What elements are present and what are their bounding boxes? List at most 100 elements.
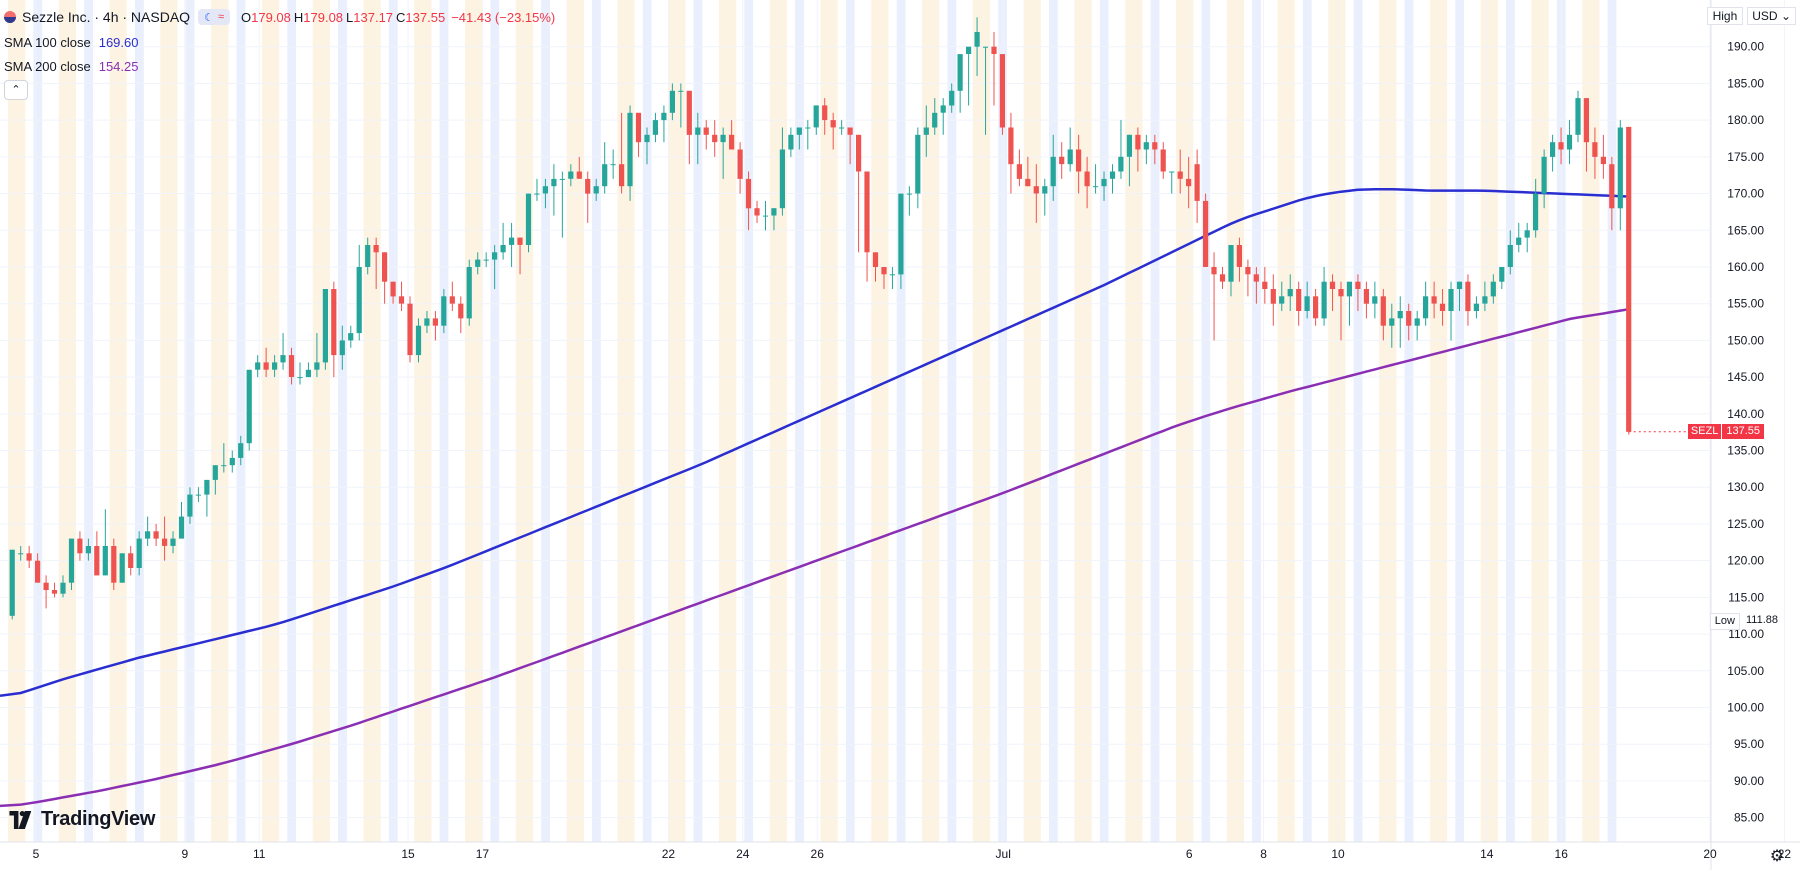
candle[interactable] bbox=[1439, 289, 1446, 326]
candle[interactable] bbox=[390, 281, 396, 304]
candle[interactable] bbox=[1287, 274, 1293, 312]
candle[interactable] bbox=[1008, 112, 1014, 194]
candle[interactable] bbox=[1626, 126, 1632, 435]
candle[interactable] bbox=[441, 289, 447, 334]
candle[interactable] bbox=[119, 553, 125, 583]
candle[interactable] bbox=[466, 259, 472, 326]
candle[interactable] bbox=[1143, 134, 1149, 165]
candle[interactable] bbox=[1262, 266, 1268, 304]
candle[interactable] bbox=[779, 127, 785, 216]
candle[interactable] bbox=[1033, 164, 1039, 223]
candle[interactable] bbox=[1253, 266, 1259, 304]
candle[interactable] bbox=[1177, 149, 1183, 194]
candle[interactable] bbox=[102, 509, 108, 576]
candle[interactable] bbox=[1321, 266, 1327, 326]
candle[interactable] bbox=[1389, 303, 1395, 348]
candle[interactable] bbox=[686, 90, 692, 165]
candle[interactable] bbox=[449, 281, 455, 312]
candle[interactable] bbox=[1126, 134, 1132, 187]
candle[interactable] bbox=[1372, 281, 1378, 319]
candle[interactable] bbox=[398, 281, 405, 312]
candle[interactable] bbox=[1101, 171, 1107, 201]
candle[interactable] bbox=[26, 545, 32, 569]
candle[interactable] bbox=[1380, 289, 1386, 341]
candle[interactable] bbox=[1219, 266, 1226, 290]
tradingview-logo[interactable]: TradingView bbox=[6, 808, 155, 831]
candle[interactable] bbox=[627, 105, 633, 201]
candle[interactable] bbox=[246, 369, 252, 451]
candle[interactable] bbox=[1346, 281, 1352, 326]
candle[interactable] bbox=[1109, 164, 1116, 194]
candle[interactable] bbox=[1016, 149, 1022, 187]
candle[interactable] bbox=[1194, 149, 1200, 223]
candle[interactable] bbox=[1363, 281, 1369, 319]
symbol-title[interactable]: Sezzle Inc. · 4h · NASDAQ bbox=[22, 9, 191, 25]
candle[interactable] bbox=[813, 105, 819, 135]
candle[interactable] bbox=[915, 127, 921, 209]
candle[interactable] bbox=[974, 17, 980, 77]
candle[interactable] bbox=[1617, 120, 1623, 231]
candle[interactable] bbox=[559, 171, 565, 238]
candle[interactable] bbox=[1118, 120, 1124, 179]
candle[interactable] bbox=[839, 120, 845, 135]
candle[interactable] bbox=[551, 164, 557, 216]
candle[interactable] bbox=[796, 127, 802, 150]
candle[interactable] bbox=[415, 318, 422, 363]
candle[interactable] bbox=[652, 112, 658, 143]
candle[interactable] bbox=[1084, 156, 1090, 209]
sma-100-legend-row[interactable]: SMA 100 close 169.60 bbox=[4, 33, 555, 51]
candle[interactable] bbox=[1550, 134, 1556, 172]
candle[interactable] bbox=[204, 479, 210, 517]
candle[interactable] bbox=[1025, 156, 1031, 187]
candle[interactable] bbox=[966, 46, 972, 106]
candle[interactable] bbox=[162, 516, 168, 561]
candle[interactable] bbox=[297, 362, 303, 385]
candle[interactable] bbox=[635, 112, 642, 157]
candle[interactable] bbox=[593, 178, 599, 201]
candle[interactable] bbox=[754, 200, 760, 223]
candle[interactable] bbox=[1211, 252, 1217, 341]
candle[interactable] bbox=[729, 120, 735, 150]
candle[interactable] bbox=[322, 289, 328, 370]
candle[interactable] bbox=[669, 83, 675, 121]
sma-200-legend-row[interactable]: SMA 200 close 154.25 bbox=[4, 57, 555, 75]
candle[interactable] bbox=[712, 120, 718, 157]
candle[interactable] bbox=[18, 545, 24, 561]
candle[interactable] bbox=[771, 208, 777, 231]
candle[interactable] bbox=[280, 333, 286, 370]
candle[interactable] bbox=[1397, 296, 1403, 348]
candle[interactable] bbox=[1279, 281, 1285, 312]
candle[interactable] bbox=[432, 311, 438, 341]
collapse-legend-button[interactable]: ⌃ bbox=[4, 80, 28, 100]
candle[interactable] bbox=[314, 333, 320, 378]
candle[interactable] bbox=[9, 549, 15, 620]
candle[interactable] bbox=[1067, 127, 1073, 172]
candle[interactable] bbox=[1592, 127, 1598, 179]
candle[interactable] bbox=[1135, 127, 1141, 172]
candle[interactable] bbox=[517, 237, 523, 275]
candle[interactable] bbox=[475, 252, 481, 275]
candle[interactable] bbox=[923, 105, 929, 157]
candle[interactable] bbox=[272, 355, 278, 378]
candle[interactable] bbox=[881, 266, 887, 290]
candle[interactable] bbox=[1600, 134, 1606, 179]
candle[interactable] bbox=[111, 538, 117, 591]
candle[interactable] bbox=[1499, 266, 1505, 290]
candle[interactable] bbox=[255, 355, 261, 378]
candle[interactable] bbox=[1490, 274, 1496, 304]
candle[interactable] bbox=[1558, 127, 1564, 165]
candle[interactable] bbox=[1507, 230, 1513, 275]
candle[interactable] bbox=[525, 193, 532, 253]
candle[interactable] bbox=[1059, 142, 1065, 179]
candle[interactable] bbox=[576, 156, 582, 179]
candle[interactable] bbox=[847, 127, 853, 165]
candle[interactable] bbox=[644, 127, 650, 165]
candle[interactable] bbox=[221, 443, 227, 473]
candle[interactable] bbox=[365, 237, 371, 275]
candle[interactable] bbox=[737, 142, 743, 194]
candle[interactable] bbox=[51, 582, 58, 598]
candle[interactable] bbox=[178, 501, 185, 539]
candle[interactable] bbox=[238, 435, 244, 466]
candle[interactable] bbox=[1414, 311, 1420, 341]
